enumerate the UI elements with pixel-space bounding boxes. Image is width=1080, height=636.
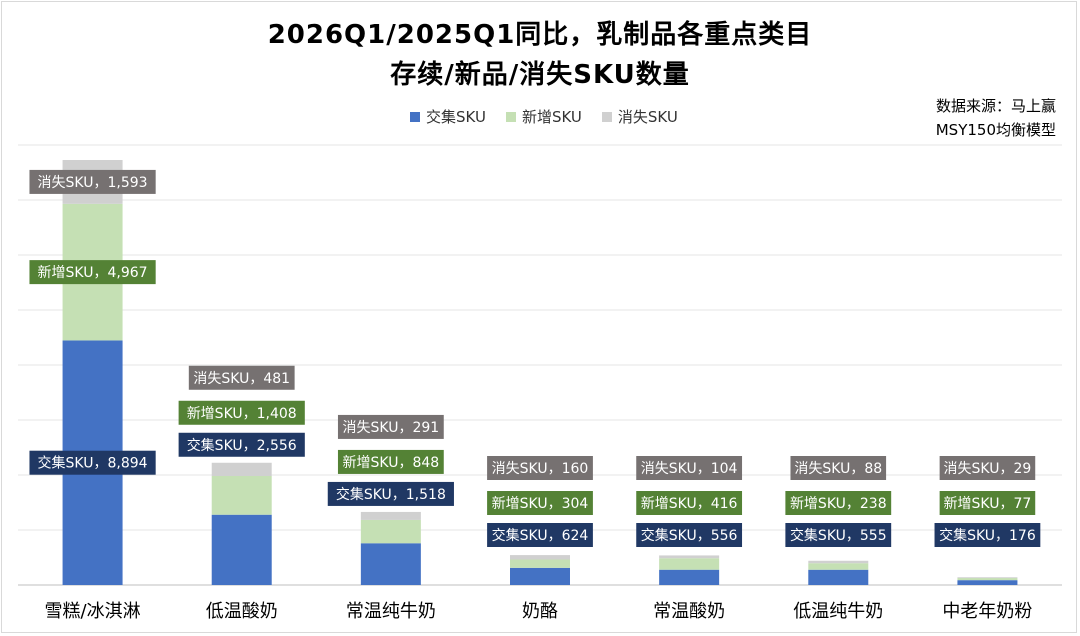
bar-disappeared-5 [659,555,720,559]
legend-swatch-disappeared [601,111,612,122]
data-label-bg-new-5 [636,491,743,515]
data-label-continuing-4: 交集SKU，624 [492,527,589,544]
data-label-new-5: 新增SKU，416 [641,496,738,512]
data-label-bg-continuing-1 [29,450,156,475]
data-label-disappeared-7: 消失SKU，29 [944,461,1032,477]
data-label-bg-disappeared-5 [636,456,743,480]
data-label-bg-new-7 [939,491,1036,515]
bar-new-7 [957,578,1018,581]
data-label-continuing-7: 交集SKU，176 [939,527,1036,544]
data-label-bg-new-1 [29,260,156,285]
bar-new-6 [808,563,869,570]
data-label-disappeared-3: 消失SKU，291 [343,420,440,436]
data-label-bg-continuing-6 [785,523,892,547]
category-label-7: 中老年奶粉 [942,601,1032,622]
data-label-bg-continuing-5 [636,523,743,547]
data-label-bg-continuing-3 [327,481,454,506]
category-label-5: 常温酸奶 [653,601,725,622]
legend-item-new: 新增SKU [505,106,582,127]
bar-disappeared-6 [808,560,869,564]
bar-disappeared-2 [211,462,272,476]
legend-item-disappeared: 消失SKU [601,106,678,127]
category-label-4: 奶酪 [522,601,558,622]
data-label-bg-new-2 [178,400,305,425]
legend-item-continuing: 交集SKU [410,106,486,127]
category-label-1: 雪糕/冰淇淋 [45,601,141,622]
data-label-bg-continuing-2 [178,432,305,457]
bar-continuing-3 [360,543,421,585]
data-label-new-7: 新增SKU，77 [944,496,1032,512]
legend-label-continuing: 交集SKU [426,108,486,126]
source-line-1: 数据来源：马上赢 [935,97,1056,115]
data-label-disappeared-4: 消失SKU，160 [492,461,589,477]
data-label-continuing-2: 交集SKU，2,556 [187,437,297,454]
bar-disappeared-7 [957,577,1018,579]
bar-new-5 [659,558,720,570]
bar-continuing-5 [659,569,720,585]
data-label-disappeared-6: 消失SKU，88 [794,461,882,477]
data-label-new-6: 新增SKU，238 [790,496,887,512]
data-label-bg-new-4 [487,491,593,515]
data-label-bg-disappeared-7 [939,456,1036,480]
data-source-note: 数据来源：马上赢 MSY150均衡模型 [936,94,1056,142]
data-label-bg-disappeared-4 [487,456,593,480]
data-label-bg-new-6 [785,491,892,515]
category-label-6: 低温纯牛奶 [793,601,883,622]
data-label-disappeared-2: 消失SKU，481 [193,371,290,387]
bar-disappeared-4 [510,555,570,560]
data-label-bg-new-3 [337,449,444,474]
legend-swatch-new [505,111,516,122]
source-line-2: MSY150均衡模型 [935,121,1056,139]
bar-disappeared-3 [360,511,421,520]
bar-continuing-6 [808,569,869,585]
bar-continuing-4 [510,567,570,585]
data-label-continuing-6: 交集SKU，555 [790,527,887,544]
legend-label-disappeared: 消失SKU [617,108,678,126]
category-label-3: 常温纯牛奶 [346,601,436,622]
data-label-continuing-1: 交集SKU，8,894 [38,455,148,472]
bar-new-4 [510,559,570,568]
data-label-new-4: 新增SKU，304 [492,496,589,512]
legend-label-new: 新增SKU [521,108,582,126]
data-label-bg-disappeared-1 [29,169,156,194]
chart-legend: 交集SKU 新增SKU 消失SKU [410,106,678,127]
category-label-2: 低温酸奶 [206,601,278,622]
data-label-new-1: 新增SKU，4,967 [38,265,148,281]
bar-continuing-7 [957,580,1018,585]
data-label-continuing-5: 交集SKU，556 [641,527,738,544]
data-label-disappeared-5: 消失SKU，104 [641,461,738,477]
bar-continuing-2 [211,514,272,585]
data-label-new-3: 新增SKU，848 [343,455,440,471]
bar-new-2 [211,475,272,515]
data-label-continuing-3: 交集SKU，1,518 [336,486,446,503]
bar-new-3 [360,519,421,544]
data-label-bg-disappeared-2 [188,365,295,390]
legend-swatch-continuing [410,111,420,122]
data-label-new-2: 新增SKU，1,408 [187,406,297,422]
chart-title-line2: 存续/新品/消失SKU数量 [390,60,690,90]
data-label-bg-continuing-4 [487,523,593,547]
chart-title-line1: 2026Q1/2025Q1同比，乳制品各重点类目 [267,20,813,50]
data-label-bg-disappeared-6 [790,456,887,480]
data-label-bg-continuing-7 [934,523,1041,547]
data-label-bg-disappeared-3 [337,414,444,439]
data-label-disappeared-1: 消失SKU，1,593 [38,175,148,191]
